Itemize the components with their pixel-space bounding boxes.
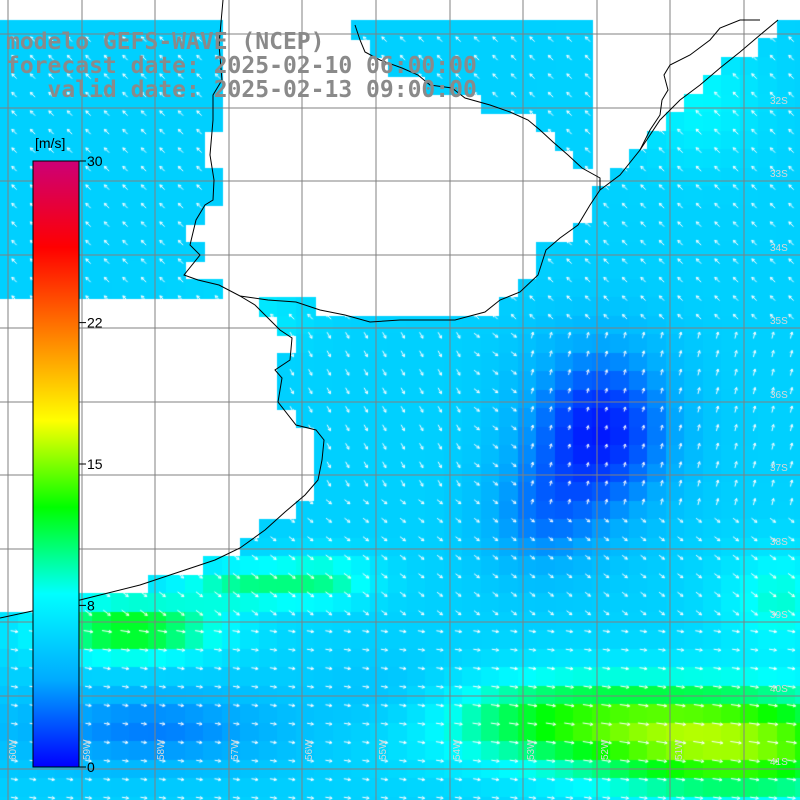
colorbar-tick-label: 0: [87, 759, 95, 775]
coastline: [0, 0, 779, 619]
latitude-label: 41S: [770, 757, 788, 768]
colorbar-tick-label: 15: [87, 456, 103, 472]
longitude-label: 54W: [452, 739, 463, 760]
longitude-label: 57W: [230, 739, 241, 760]
latitude-label: 37S: [770, 463, 788, 474]
colorbar-scale: [32, 160, 80, 768]
longitude-label: 59W: [82, 739, 93, 760]
colorbar-tick-label: 22: [87, 315, 103, 331]
latitude-label: 38S: [770, 537, 788, 548]
coastline-brazil: [639, 19, 779, 151]
longitude-label: 58W: [156, 739, 167, 760]
latitude-label: 32S: [770, 96, 788, 107]
latitude-label: 33S: [770, 169, 788, 180]
coastline-uruguay-brazil: [599, 19, 760, 191]
latitude-labels: 32S 33S 34S 35S 36S 37S 38S 39S 40S 41S: [770, 96, 788, 768]
colorbar-ticks: 30 22 15 8 0: [79, 153, 103, 775]
latitude-label: 40S: [770, 684, 788, 695]
longitude-label: 52W: [600, 739, 611, 760]
latitude-label: 35S: [770, 316, 788, 327]
colorbar-tick-label: 8: [87, 597, 95, 613]
latitude-label: 39S: [770, 610, 788, 621]
longitude-label: 56W: [304, 739, 315, 760]
longitude-label: 55W: [378, 739, 389, 760]
latitude-label: 34S: [770, 243, 788, 254]
coastline-argentina: [0, 295, 325, 619]
longitude-label: 51W: [674, 739, 685, 760]
longitude-label: 60W: [8, 739, 19, 760]
colorbar: [m/s] 30 22 15 8 0: [32, 135, 103, 775]
coastline-north: [183, 0, 601, 323]
longitude-label: 53W: [526, 739, 537, 760]
longitude-labels: 60W 59W 58W 57W 56W 55W 54W 53W 52W 51W: [8, 739, 685, 760]
latitude-label: 36S: [770, 390, 788, 401]
colorbar-unit: [m/s]: [35, 135, 65, 151]
colorbar-tick-label: 30: [87, 153, 103, 169]
